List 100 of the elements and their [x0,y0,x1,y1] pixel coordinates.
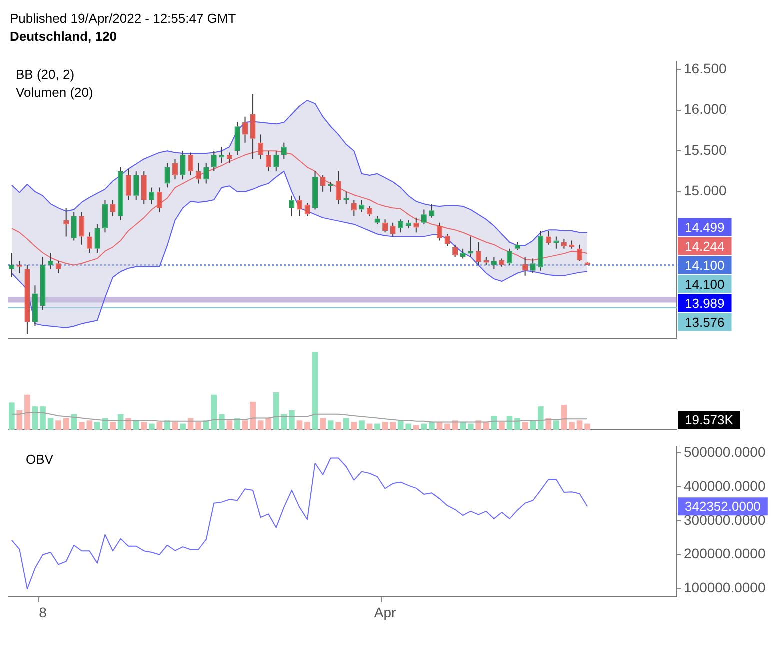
candlestick [406,220,412,230]
bar [538,406,544,430]
bar [24,394,30,430]
candlestick [180,150,186,180]
candlestick [118,166,124,221]
candlestick [56,260,62,274]
bar [56,420,62,430]
candlestick [172,158,178,180]
candlestick [514,242,520,252]
candlestick [94,224,100,254]
ref-line-label: 14.100 [685,258,725,273]
text: OBV [26,452,54,467]
bar [78,422,85,430]
bar [382,422,388,430]
candlestick [491,256,497,270]
candlestick [507,248,512,266]
candlestick [577,244,582,262]
candlestick [359,200,365,213]
bar [421,424,428,430]
bar [71,414,78,430]
bar [110,422,116,430]
bar [156,422,163,430]
bar [32,406,38,430]
candlestick [40,256,46,311]
y-tick-label: 400000.0000 [684,478,766,494]
bar [86,420,93,430]
x-tick-label: Apr [374,604,397,620]
candlestick [9,252,15,278]
candlestick [24,264,30,336]
bar [483,422,490,430]
bar [468,424,474,430]
candlestick [32,285,38,327]
bar [133,420,140,430]
bar [444,424,450,430]
candlestick [211,150,217,172]
candlestick [554,236,560,250]
bar [460,422,466,430]
bar [514,418,520,430]
y-tick-label: 500000.0000 [684,444,766,460]
candlestick [304,202,310,217]
bar [561,405,568,430]
annotation: BB (20, 2) [16,66,75,82]
bar [366,424,373,430]
bar [172,422,178,430]
bar [413,425,420,430]
candlestick [48,252,54,270]
bar [226,420,233,430]
candlestick [561,238,567,250]
band-label: 13.989 [685,296,725,311]
bar [289,410,295,430]
candlestick [156,187,162,213]
bar [320,418,326,430]
candlestick [274,150,280,172]
chart-title: Deutschland, 120 [10,28,118,46]
bar [328,420,334,430]
bar [569,422,575,430]
bar [242,420,248,430]
y-tick-label: 100000.0000 [684,580,766,596]
candlestick [468,236,474,258]
bar [180,424,186,430]
candlestick [258,134,264,160]
chart-subtitle: Published 19/Apr/2022 - 12:55:47 GMT [10,10,238,28]
candlestick [134,170,140,200]
bar [304,422,310,430]
bar [522,422,528,430]
text: 19.573K [685,412,734,428]
candlestick [429,204,435,218]
candlestick [71,212,77,242]
candlestick [484,256,490,266]
y-tick-label: 15.000 [684,182,728,199]
y-tick-label: 15.500 [684,142,728,158]
y-tick-label: 16.000 [684,101,728,118]
bar [258,420,264,430]
bar [266,418,272,430]
bar [250,402,256,430]
y-tick-label: 200000.0000 [684,546,766,562]
candlestick [569,240,575,250]
bar [40,406,46,430]
bar [148,424,155,430]
candlestick [126,168,132,200]
bar [336,422,342,430]
annotation: Volumen (20) [16,84,94,100]
bar [374,424,380,430]
candlestick [312,170,318,210]
candlestick [204,162,210,184]
bar [343,418,350,430]
candlestick [336,170,342,205]
candlestick [437,222,442,242]
candlestick [499,258,505,268]
bar [63,418,70,430]
ref-line-label: 13.576 [685,314,725,330]
bar [312,352,318,430]
x-tick-label: 8 [39,604,48,620]
candlestick [242,116,248,144]
candlestick [584,261,590,266]
bar [219,414,225,430]
bar [576,420,583,430]
candlestick [219,146,225,164]
text: 14.100 [685,276,725,292]
bar [296,420,303,430]
